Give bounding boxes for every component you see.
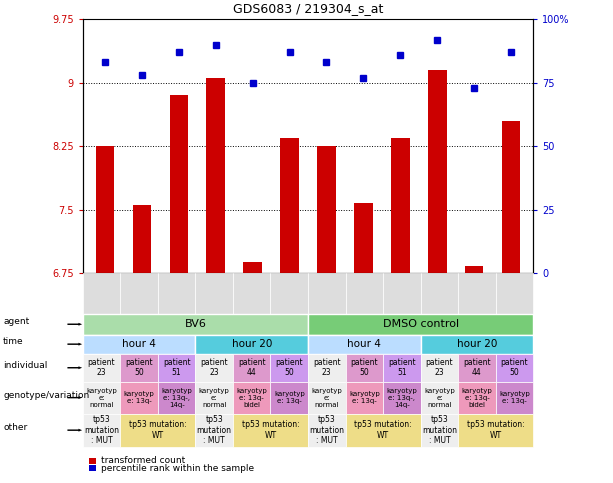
- Text: BV6: BV6: [185, 319, 207, 329]
- Title: GDS6083 / 219304_s_at: GDS6083 / 219304_s_at: [233, 2, 383, 15]
- Text: patient
23: patient 23: [313, 358, 341, 377]
- Bar: [502, 121, 520, 273]
- Text: agent: agent: [3, 317, 29, 327]
- Text: karyotyp
e: 13q-
bidel: karyotyp e: 13q- bidel: [237, 388, 267, 408]
- Text: karyotyp
e: 13q-: karyotyp e: 13q-: [274, 391, 305, 404]
- Text: genotype/variation: genotype/variation: [3, 391, 89, 400]
- Text: time: time: [3, 337, 24, 346]
- Text: karyotyp
e: 13q-: karyotyp e: 13q-: [349, 391, 379, 404]
- Text: karyotyp
e: 13q-,
14q-: karyotyp e: 13q-, 14q-: [387, 388, 417, 408]
- Text: karyotyp
e:
normal: karyotyp e: normal: [199, 388, 229, 408]
- Text: transformed count: transformed count: [101, 456, 185, 465]
- Text: DMSO control: DMSO control: [383, 319, 459, 329]
- Text: patient
23: patient 23: [200, 358, 228, 377]
- Text: hour 4: hour 4: [348, 339, 381, 349]
- Text: karyotyp
e: 13q-,
14q-: karyotyp e: 13q-, 14q-: [161, 388, 192, 408]
- Bar: [170, 96, 188, 273]
- Text: tp53
mutation
: MUT: tp53 mutation : MUT: [84, 415, 119, 445]
- Text: patient
44: patient 44: [463, 358, 491, 377]
- Bar: [391, 138, 409, 273]
- Text: karyotyp
e: 13q-: karyotyp e: 13q-: [124, 391, 154, 404]
- Bar: [465, 266, 484, 273]
- Text: patient
50: patient 50: [351, 358, 378, 377]
- Text: tp53 mutation:
WT: tp53 mutation: WT: [242, 421, 299, 440]
- Text: patient
44: patient 44: [238, 358, 265, 377]
- Text: patient
50: patient 50: [501, 358, 528, 377]
- Text: individual: individual: [3, 361, 47, 370]
- Text: patient
50: patient 50: [275, 358, 303, 377]
- Text: hour 4: hour 4: [122, 339, 156, 349]
- Bar: [318, 146, 336, 273]
- Text: patient
51: patient 51: [163, 358, 191, 377]
- Text: karyotyp
e: 13q-: karyotyp e: 13q-: [499, 391, 530, 404]
- Text: karyotyp
e:
normal: karyotyp e: normal: [86, 388, 117, 408]
- Text: percentile rank within the sample: percentile rank within the sample: [101, 464, 254, 472]
- Text: tp53 mutation:
WT: tp53 mutation: WT: [354, 421, 412, 440]
- Bar: [207, 78, 225, 273]
- Text: karyotyp
e: 13q-
bidel: karyotyp e: 13q- bidel: [462, 388, 492, 408]
- Text: karyotyp
e:
normal: karyotyp e: normal: [424, 388, 455, 408]
- Text: patient
23: patient 23: [88, 358, 115, 377]
- Text: patient
51: patient 51: [388, 358, 416, 377]
- Text: tp53 mutation:
WT: tp53 mutation: WT: [129, 421, 187, 440]
- Text: hour 20: hour 20: [232, 339, 272, 349]
- Text: tp53 mutation:
WT: tp53 mutation: WT: [467, 421, 525, 440]
- Bar: [96, 146, 114, 273]
- Text: tp53
mutation
: MUT: tp53 mutation : MUT: [310, 415, 345, 445]
- Text: patient
50: patient 50: [125, 358, 153, 377]
- Bar: [428, 70, 446, 273]
- Text: other: other: [3, 423, 28, 432]
- Text: tp53
mutation
: MUT: tp53 mutation : MUT: [422, 415, 457, 445]
- Bar: [132, 205, 151, 273]
- Text: patient
23: patient 23: [425, 358, 453, 377]
- Bar: [243, 262, 262, 273]
- Bar: [280, 138, 299, 273]
- Text: tp53
mutation
: MUT: tp53 mutation : MUT: [197, 415, 232, 445]
- Text: karyotyp
e:
normal: karyotyp e: normal: [311, 388, 342, 408]
- Text: hour 20: hour 20: [457, 339, 497, 349]
- Bar: [354, 203, 373, 273]
